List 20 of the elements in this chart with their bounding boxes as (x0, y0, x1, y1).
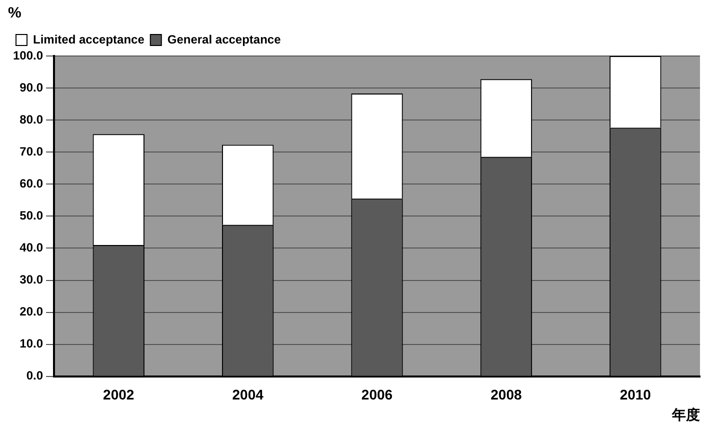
y-tick-label: 70.0 (20, 144, 44, 158)
y-tick-label: 80.0 (20, 112, 44, 126)
y-tick-label: 10.0 (20, 336, 44, 351)
y-tick-label: 40.0 (20, 240, 44, 255)
x-tick-label: 2008 (490, 386, 522, 403)
y-tick-label: 50.0 (20, 208, 44, 223)
y-tick-label: 100.0 (13, 48, 44, 62)
y-tick-label: 20.0 (20, 304, 44, 319)
y-tick-label: 0.0 (26, 368, 44, 383)
y-axis-title: % (8, 4, 22, 22)
x-tick-label: 2004 (232, 386, 264, 403)
legend-label: General acceptance (167, 32, 282, 46)
legend-label: Limited acceptance (33, 32, 145, 46)
x-tick-label: 2002 (103, 386, 134, 403)
x-tick-label: 2006 (361, 386, 393, 403)
x-axis-title: 年度 (671, 406, 700, 422)
y-tick-label: 90.0 (20, 80, 44, 94)
y-tick-label: 30.0 (20, 272, 44, 287)
x-tick-label: 2010 (620, 386, 652, 403)
y-tick-label: 60.0 (20, 176, 44, 190)
